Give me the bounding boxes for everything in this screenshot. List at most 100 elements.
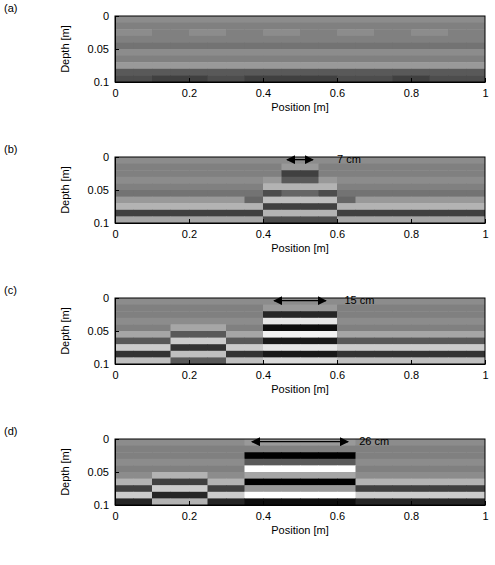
cell <box>152 75 171 82</box>
cell <box>374 49 393 56</box>
tick-mark <box>411 501 412 505</box>
cell <box>300 485 319 492</box>
cell <box>115 170 134 177</box>
tick: 0.1 <box>94 499 119 511</box>
cell <box>282 439 301 446</box>
cell <box>189 357 208 364</box>
cell <box>337 485 356 492</box>
cell <box>115 42 134 49</box>
cell <box>337 357 356 364</box>
cell <box>430 318 449 325</box>
cell <box>282 62 301 69</box>
cell <box>171 485 190 492</box>
cell <box>337 331 356 338</box>
cell <box>134 344 153 351</box>
cell <box>208 479 227 486</box>
cell <box>282 69 301 76</box>
tick: 0.8 <box>404 219 419 240</box>
cell <box>134 69 153 76</box>
tick: 0.2 <box>182 360 197 381</box>
cell <box>208 36 227 43</box>
cell <box>319 49 338 56</box>
cell <box>115 75 134 82</box>
cell <box>134 42 153 49</box>
cell <box>467 190 486 197</box>
cell <box>467 338 486 345</box>
cell <box>263 69 282 76</box>
cell <box>430 479 449 486</box>
cell <box>115 197 134 204</box>
tick-label: 0 <box>112 510 118 522</box>
cell <box>448 75 467 82</box>
cell <box>152 190 171 197</box>
cell <box>189 29 208 36</box>
cell <box>226 164 245 171</box>
cell <box>411 338 430 345</box>
cell <box>134 157 153 164</box>
y-axis-title: Depth [m] <box>59 25 71 73</box>
cell <box>337 338 356 345</box>
cell <box>282 305 301 312</box>
cell <box>337 62 356 69</box>
cell <box>263 452 282 459</box>
cell <box>337 472 356 479</box>
cell <box>152 69 171 76</box>
cell <box>282 197 301 204</box>
cell <box>134 439 153 446</box>
cell <box>263 298 282 305</box>
cell <box>189 49 208 56</box>
cell <box>282 157 301 164</box>
cell <box>319 498 338 505</box>
cell <box>319 492 338 499</box>
cell <box>226 69 245 76</box>
cell <box>374 446 393 453</box>
cell <box>448 157 467 164</box>
cell <box>226 446 245 453</box>
cell <box>189 164 208 171</box>
cell <box>300 305 319 312</box>
cell <box>134 465 153 472</box>
cell <box>282 311 301 318</box>
cell <box>115 62 134 69</box>
cell <box>245 164 264 171</box>
cell <box>448 23 467 30</box>
cell <box>319 324 338 331</box>
cell <box>171 183 190 190</box>
cell <box>448 29 467 36</box>
cell <box>337 183 356 190</box>
cell <box>356 177 375 184</box>
cell <box>226 498 245 505</box>
cell <box>134 324 153 331</box>
cell <box>226 36 245 43</box>
cell <box>411 465 430 472</box>
cell <box>152 62 171 69</box>
cell <box>319 56 338 63</box>
cell <box>411 324 430 331</box>
cell <box>319 23 338 30</box>
x-axis-title: Position [m] <box>271 524 328 536</box>
cell <box>467 492 486 499</box>
cell <box>115 357 134 364</box>
cell <box>430 338 449 345</box>
cell <box>319 472 338 479</box>
cell <box>300 311 319 318</box>
tick-mark <box>263 501 264 505</box>
cell <box>393 183 412 190</box>
cell <box>134 177 153 184</box>
tick: 0.4 <box>256 501 271 522</box>
cell <box>189 331 208 338</box>
cell <box>300 351 319 358</box>
cell <box>356 190 375 197</box>
cell <box>411 56 430 63</box>
cell <box>467 49 486 56</box>
cell <box>208 210 227 217</box>
cell <box>245 452 264 459</box>
cell <box>282 324 301 331</box>
tick-label: 1 <box>482 228 488 240</box>
cell <box>263 23 282 30</box>
tick: 0.4 <box>256 219 271 240</box>
cell <box>134 472 153 479</box>
y-axis: 00.050.1 <box>88 10 119 88</box>
cell <box>467 331 486 338</box>
tick-mark <box>263 360 264 364</box>
